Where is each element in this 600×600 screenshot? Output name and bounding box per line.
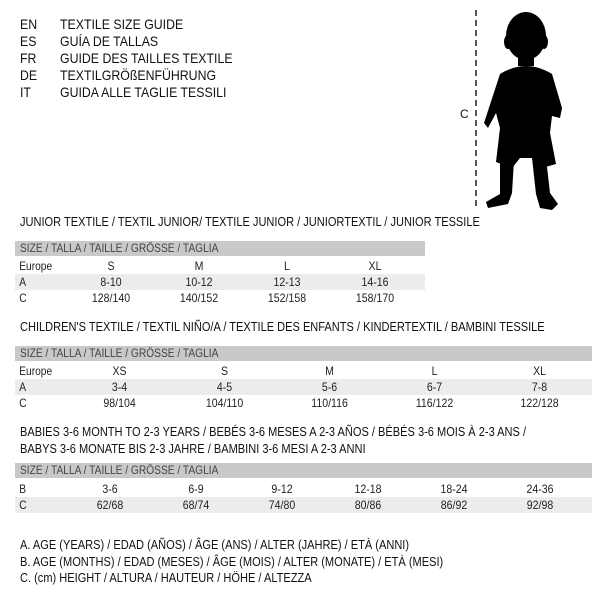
table-cell: 122/128 bbox=[520, 396, 559, 410]
table-row: C 128/140 140/152 152/158 158/170 bbox=[15, 290, 425, 306]
table-cell: 14-16 bbox=[361, 275, 389, 289]
table-cell: 92/98 bbox=[526, 498, 554, 512]
table-cell: 12-13 bbox=[273, 275, 301, 289]
height-measure-label: C bbox=[460, 107, 469, 121]
children-size-table: SIZE / TALLA / TAILLE / GRÖSSE / TAGLIA E… bbox=[15, 346, 592, 411]
table-cell: 116/122 bbox=[415, 396, 454, 410]
table-row: Europe XS S M L XL bbox=[15, 363, 592, 379]
table-cell: XS bbox=[112, 364, 127, 378]
language-title: GUÍA DE TALLAS bbox=[60, 33, 159, 49]
language-code: IT bbox=[20, 84, 31, 100]
table-cell: L bbox=[431, 364, 438, 378]
table-cell: 12-18 bbox=[354, 482, 382, 496]
legend-line-c: C. (cm) HEIGHT / ALTURA / HAUTEUR / HÖHE… bbox=[20, 570, 312, 585]
table-cell: 8-10 bbox=[100, 275, 122, 289]
size-header-label: SIZE / TALLA / TAILLE / GRÖSSE / TAGLIA bbox=[20, 241, 219, 255]
table-cell: 110/116 bbox=[310, 396, 348, 410]
size-header-bar: SIZE / TALLA / TAILLE / GRÖSSE / TAGLIA bbox=[15, 346, 592, 361]
table-cell: M bbox=[324, 364, 334, 378]
table-row: B 3-6 6-9 9-12 12-18 18-24 24-36 bbox=[15, 481, 592, 497]
table-cell: 128/140 bbox=[91, 291, 131, 305]
table-cell: 3-6 bbox=[102, 482, 118, 496]
height-measure-line bbox=[475, 10, 477, 206]
table-cell: XL bbox=[532, 364, 546, 378]
table-cell: 3-4 bbox=[111, 380, 127, 394]
language-code: ES bbox=[20, 33, 37, 49]
table-cell: 6-7 bbox=[426, 380, 442, 394]
row-label: Europe bbox=[19, 259, 53, 273]
language-code: DE bbox=[20, 67, 38, 83]
babies-size-table: SIZE / TALLA / TAILLE / GRÖSSE / TAGLIA B… bbox=[15, 463, 592, 513]
language-code: EN bbox=[20, 16, 38, 32]
table-cell: 86/92 bbox=[440, 498, 468, 512]
table-cell: 5-6 bbox=[321, 380, 337, 394]
table-cell: 62/68 bbox=[96, 498, 124, 512]
row-label: B bbox=[19, 482, 27, 496]
child-silhouette-icon bbox=[484, 12, 562, 210]
table-row: Europe S M L XL bbox=[15, 258, 425, 274]
table-row: C 98/104 104/110 110/116 116/122 122/128 bbox=[15, 395, 592, 411]
row-label: C bbox=[19, 291, 27, 305]
children-section-title: CHILDREN'S TEXTILE / TEXTIL NIÑO/A / TEX… bbox=[20, 319, 545, 334]
table-cell: 98/104 bbox=[102, 396, 136, 410]
table-cell: 7-8 bbox=[531, 380, 548, 394]
row-label: A bbox=[19, 380, 27, 394]
table-cell: 4-5 bbox=[216, 380, 232, 394]
table-cell: 18-24 bbox=[440, 482, 468, 496]
table-cell: 6-9 bbox=[188, 482, 204, 496]
row-label: Europe bbox=[19, 364, 53, 378]
table-cell: 24-36 bbox=[526, 482, 554, 496]
table-row: A 8-10 10-12 12-13 14-16 bbox=[15, 274, 425, 290]
language-title: GUIDE DES TAILLES TEXTILE bbox=[60, 50, 233, 66]
table-cell: 80/86 bbox=[354, 498, 382, 512]
table-cell: 104/110 bbox=[205, 396, 243, 410]
size-header-label: SIZE / TALLA / TAILLE / GRÖSSE / TAGLIA bbox=[20, 463, 219, 477]
table-cell: S bbox=[220, 364, 228, 378]
row-label: C bbox=[19, 498, 27, 512]
table-cell: 68/74 bbox=[182, 498, 210, 512]
size-header-bar: SIZE / TALLA / TAILLE / GRÖSSE / TAGLIA bbox=[15, 463, 592, 478]
table-cell: 9-12 bbox=[271, 482, 293, 496]
table-cell: 152/158 bbox=[267, 291, 307, 305]
language-title: TEXTILGRÖßENFÜHRUNG bbox=[60, 67, 217, 83]
table-row: C 62/68 68/74 74/80 80/86 86/92 92/98 bbox=[15, 497, 592, 513]
table-cell: 140/152 bbox=[179, 291, 219, 305]
language-code: FR bbox=[20, 50, 37, 66]
language-title: TEXTILE SIZE GUIDE bbox=[60, 16, 184, 32]
row-label: C bbox=[19, 396, 27, 410]
table-row: A 3-4 4-5 5-6 6-7 7-8 bbox=[15, 379, 592, 395]
legend-line-b: B. AGE (MONTHS) / EDAD (MESES) / ÂGE (MO… bbox=[20, 554, 444, 569]
size-header-bar: SIZE / TALLA / TAILLE / GRÖSSE / TAGLIA bbox=[15, 241, 425, 256]
junior-section-title: JUNIOR TEXTILE / TEXTIL JUNIOR/ TEXTILE … bbox=[20, 214, 480, 229]
table-cell: XL bbox=[368, 259, 382, 273]
table-cell: L bbox=[284, 259, 290, 273]
table-cell: 74/80 bbox=[268, 498, 296, 512]
table-cell: M bbox=[194, 259, 204, 273]
table-cell: 158/170 bbox=[355, 291, 395, 305]
language-title: GUIDA ALLE TAGLIE TESSILI bbox=[60, 84, 227, 100]
legend-line-a: A. AGE (YEARS) / EDAD (AÑOS) / ÂGE (ANS)… bbox=[20, 537, 410, 552]
babies-section-title-line2: BABYS 3-6 MONATE BIS 2-3 JAHRE / BAMBINI… bbox=[20, 441, 366, 456]
table-cell: 10-12 bbox=[185, 275, 213, 289]
row-label: A bbox=[19, 275, 27, 289]
junior-size-table: SIZE / TALLA / TAILLE / GRÖSSE / TAGLIA E… bbox=[15, 241, 425, 306]
babies-section-title-line1: BABIES 3-6 MONTH TO 2-3 YEARS / BEBÉS 3-… bbox=[20, 424, 527, 439]
size-header-label: SIZE / TALLA / TAILLE / GRÖSSE / TAGLIA bbox=[20, 346, 219, 360]
table-cell: S bbox=[107, 259, 115, 273]
